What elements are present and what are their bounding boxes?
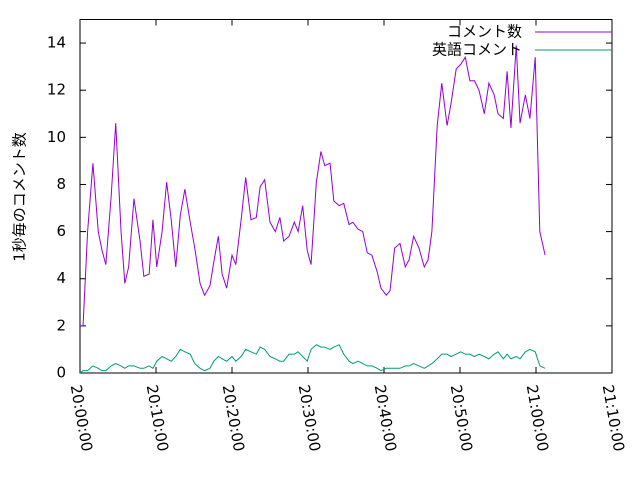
y-tick-label: 4 xyxy=(56,269,66,287)
y-tick-label: 6 xyxy=(56,222,66,240)
y-tick-label: 0 xyxy=(56,364,66,382)
y-tick-label: 14 xyxy=(47,34,66,52)
y-tick-label: 10 xyxy=(47,128,66,146)
legend-label: 英語コメント xyxy=(432,41,522,59)
series-line xyxy=(80,45,546,327)
series-line xyxy=(79,344,546,374)
y-axis-label: 1秒毎のコメント数 xyxy=(11,132,29,262)
y-tick-label: 2 xyxy=(56,316,66,334)
plot-border xyxy=(79,19,613,374)
legend-label: コメント数 xyxy=(447,23,522,41)
y-tick-label: 12 xyxy=(47,81,66,99)
y-tick-label: 8 xyxy=(56,175,66,193)
